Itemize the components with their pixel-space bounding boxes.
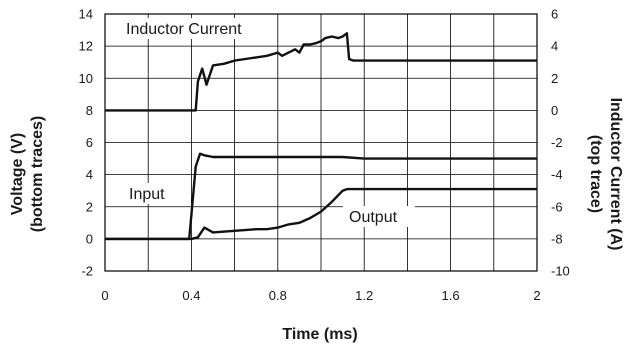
annotation-input: Input [129,186,165,203]
x-tick-label: 2 [533,288,540,303]
annotation-bg-input [123,183,175,204]
x-tick-label: 0.8 [269,288,287,303]
y-left-axis-title-line1: Voltage (V) [9,133,26,215]
y-left-tick-label: 10 [79,71,93,86]
x-tick-label: 0 [101,288,108,303]
y-left-tick-label: 6 [86,135,93,150]
y-right-tick-label: -4 [551,167,563,182]
x-axis-title: Time (ms) [282,326,357,343]
y-left-tick-labels: 14 12 10 8 6 4 2 0 -2 [79,7,93,279]
y-right-axis-title-line1: Inductor Current (A) [607,98,624,251]
x-tick-label: 1.6 [442,288,460,303]
annotation-inductor-current: Inductor Current [126,21,242,38]
y-left-axis-title: Voltage (V) (bottom traces) [9,116,46,232]
y-left-tick-label: 0 [86,231,93,246]
x-tick-label: 0.4 [182,288,200,303]
series-inductor-current-line [105,32,537,112]
grid [105,14,537,271]
annotation-bg-output [343,206,415,227]
annotation-bg-inductor [118,18,274,39]
y-right-tick-labels: 6 4 2 0 -2 -4 -6 -8 -10 [551,7,570,279]
y-right-tick-label: 2 [551,71,558,86]
x-tick-labels: 0 0.4 0.8 1.2 1.6 2 [101,288,540,303]
x-tick-label: 1.2 [355,288,373,303]
y-left-tick-label: 14 [79,7,93,22]
y-right-axis-title-line2: (top trace) [587,135,604,213]
annotation-output: Output [349,209,398,226]
y-left-axis-title-line2: (bottom traces) [29,116,46,232]
y-right-tick-label: 6 [551,7,558,22]
y-right-tick-label: -10 [551,264,570,279]
y-right-axis-title: Inductor Current (A) (top trace) [587,98,624,251]
y-right-tick-label: 0 [551,103,558,118]
y-left-tick-label: -2 [81,264,93,279]
y-left-tick-label: 12 [79,39,93,54]
plot-frame [104,13,538,272]
y-right-tick-label: -6 [551,199,563,214]
series-output-line [105,187,537,241]
y-left-tick-label: 4 [86,167,93,182]
y-right-tick-label: -8 [551,231,563,246]
y-left-tick-label: 8 [86,103,93,118]
y-right-tick-label: -2 [551,135,563,150]
series-input-line [105,152,537,241]
y-right-tick-label: 4 [551,39,558,54]
traces [105,32,537,241]
y-left-tick-label: 2 [86,199,93,214]
